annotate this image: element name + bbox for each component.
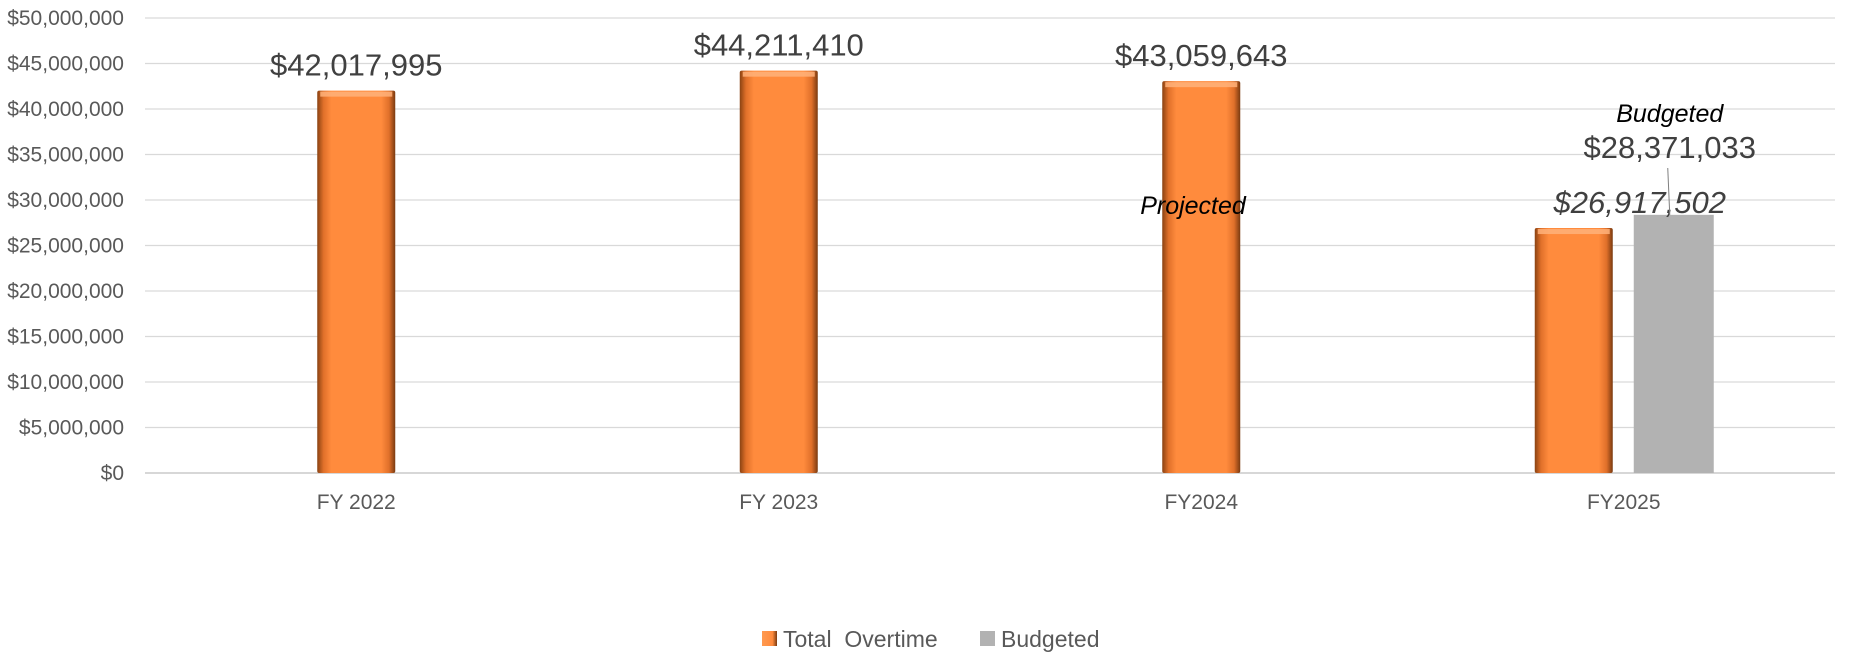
y-tick-label: $0 bbox=[101, 462, 124, 485]
bar-bevel-highlight bbox=[320, 91, 393, 97]
bar-budgeted bbox=[1633, 214, 1714, 473]
legend-swatch-budgeted bbox=[980, 631, 995, 646]
data-labels: $42,017,995 $44,211,410 $43,059,643 $26,917… bbox=[270, 28, 1756, 220]
bar-bevel-highlight bbox=[1537, 229, 1610, 235]
bars bbox=[317, 70, 1714, 474]
bar-total-overtime bbox=[1534, 228, 1613, 473]
bar-total-overtime bbox=[1162, 81, 1241, 473]
bar-total-overtime bbox=[739, 70, 818, 473]
x-category-label: FY2025 bbox=[1587, 491, 1661, 514]
legend-label-budgeted: Budgeted bbox=[1001, 626, 1099, 652]
data-label-total-overtime: $43,059,643 bbox=[1115, 38, 1287, 73]
x-category-label: FY 2023 bbox=[739, 491, 818, 514]
y-tick-label: $15,000,000 bbox=[7, 326, 124, 349]
y-tick-label: $10,000,000 bbox=[7, 371, 124, 394]
legend-label-total-overtime: Total Overtime bbox=[783, 626, 938, 652]
y-tick-label: $50,000,000 bbox=[7, 7, 124, 30]
y-tick-label: $45,000,000 bbox=[7, 53, 124, 76]
y-axis-tick-labels: $0 $5,000,000 $10,000,000 $15,000,000 $20,00… bbox=[7, 7, 124, 485]
data-label-total-overtime: $44,211,410 bbox=[694, 28, 864, 63]
annotation-budgeted: Budgeted bbox=[1616, 100, 1724, 128]
annotation-projected: Projected bbox=[1140, 192, 1247, 220]
data-label-total-overtime: $26,917,502 bbox=[1553, 185, 1726, 220]
x-category-label: FY2024 bbox=[1164, 491, 1238, 514]
y-tick-label: $30,000,000 bbox=[7, 189, 124, 212]
bar-total-overtime bbox=[317, 90, 396, 474]
bar-bevel-highlight bbox=[742, 71, 815, 77]
legend: Total Overtime Budgeted bbox=[762, 626, 1099, 652]
gridlines bbox=[145, 17, 1835, 474]
leader-line bbox=[1667, 167, 1671, 215]
x-axis-category-labels: FY 2022 FY 2023 FY2024 FY2025 bbox=[317, 491, 1661, 514]
bar-bevel-highlight bbox=[1165, 82, 1238, 88]
y-tick-label: $25,000,000 bbox=[7, 235, 124, 258]
x-category-label: FY 2022 bbox=[317, 491, 396, 514]
legend-swatch-total-overtime bbox=[762, 631, 777, 646]
y-tick-label: $5,000,000 bbox=[19, 417, 124, 440]
y-tick-label: $35,000,000 bbox=[7, 144, 124, 167]
data-label-total-overtime: $42,017,995 bbox=[270, 48, 442, 83]
data-label-budgeted: $28,371,033 bbox=[1584, 130, 1756, 165]
y-tick-label: $20,000,000 bbox=[7, 280, 124, 303]
y-tick-label: $40,000,000 bbox=[7, 98, 124, 121]
